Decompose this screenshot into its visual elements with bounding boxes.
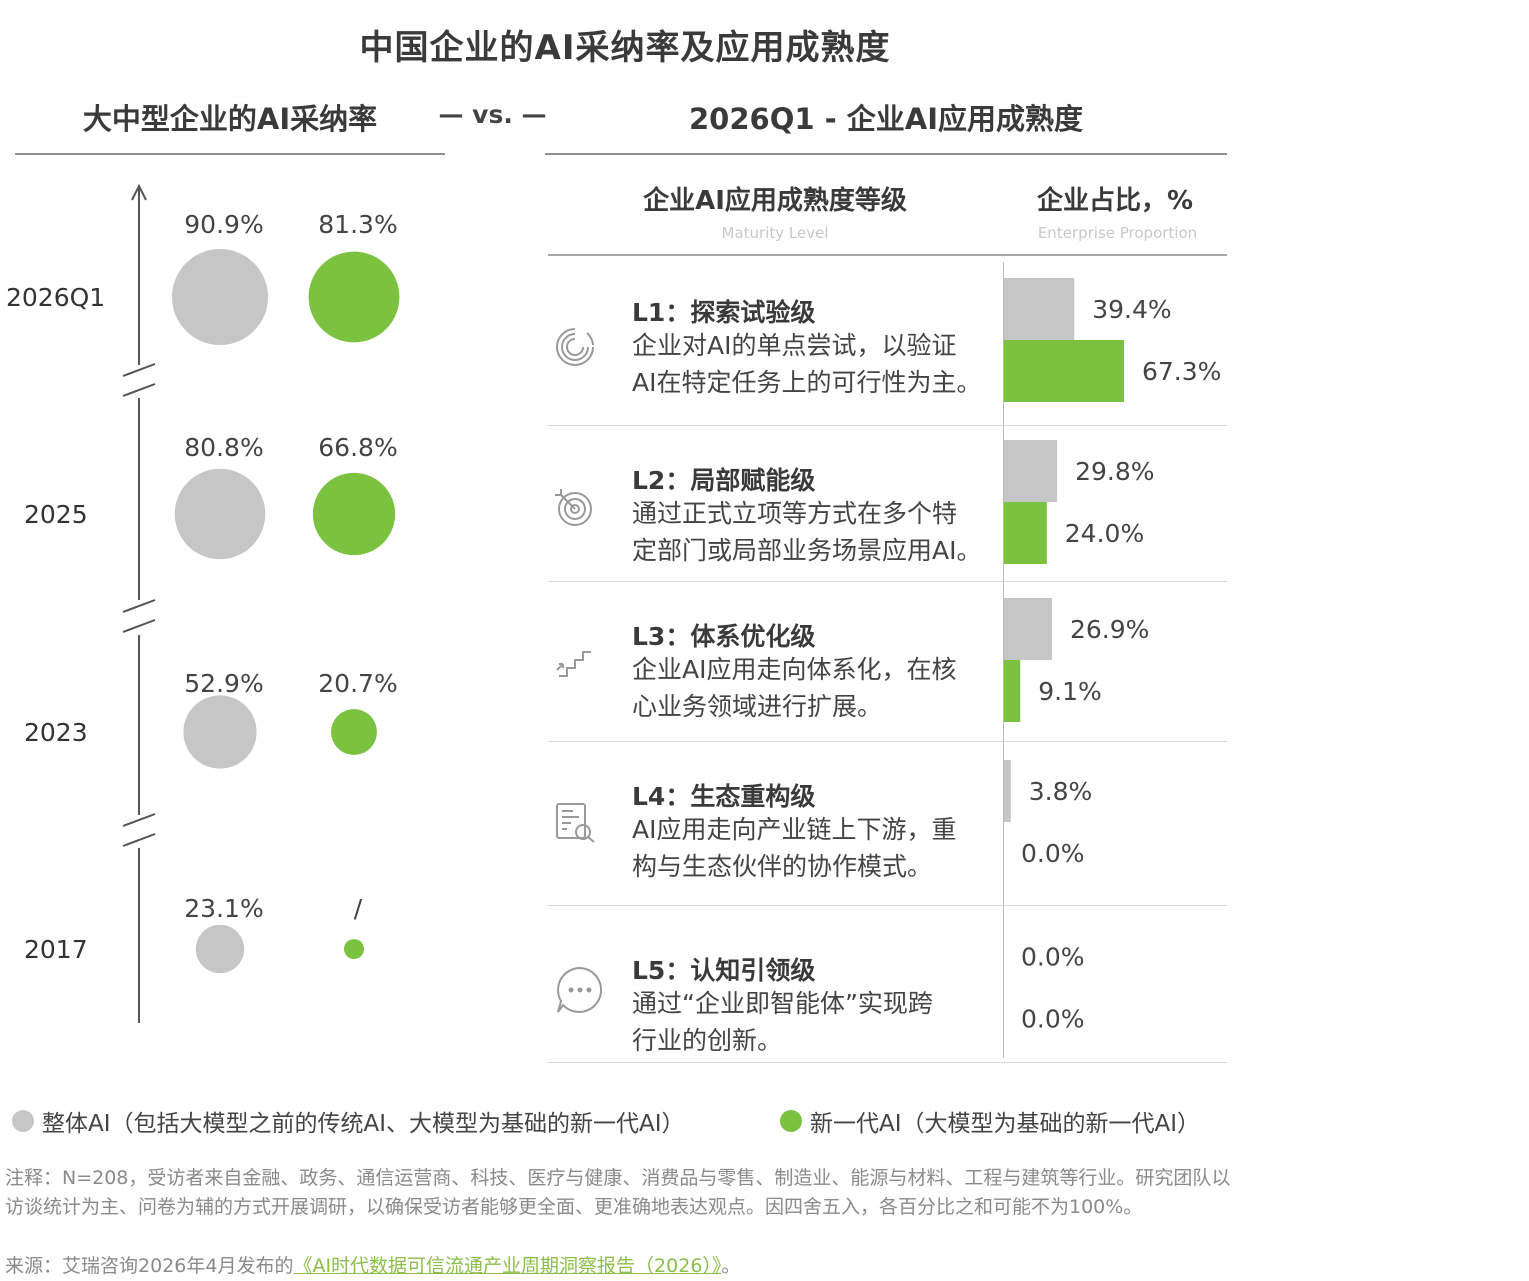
legend-gray-label: 整体AI（包括大模型之前的传统AI、大模型为基础的新一代AI） bbox=[42, 1111, 685, 1137]
main-title: 中国企业的AI采纳率及应用成熟度 bbox=[359, 28, 891, 68]
footnote: 注释：N=208，受访者来自金融、政务、通信运营商、科技、医疗与健康、消费品与零… bbox=[5, 1167, 1231, 1218]
report-search-icon bbox=[553, 800, 597, 848]
maturity-level-title: L5：认知引领级 bbox=[632, 956, 816, 985]
right-title-underline bbox=[545, 153, 1227, 155]
timeline-arrow bbox=[131, 183, 147, 201]
maturity-level-description: 通过“企业即智能体”实现跨 bbox=[632, 989, 933, 1018]
legend-item-green: 新一代AI（大模型为基础的新一代AI） bbox=[780, 1104, 1200, 1138]
bubble-value-label: 52.9% bbox=[184, 669, 263, 698]
spiral-icon bbox=[553, 325, 597, 373]
maturity-level-title: L3：体系优化级 bbox=[632, 622, 816, 651]
bubble-new-gen-ai bbox=[312, 472, 396, 556]
maturity-level-description: 定部门或局部业务场景应用AI。 bbox=[632, 536, 982, 565]
maturity-level-description: 通过正式立项等方式在多个特 bbox=[632, 499, 958, 528]
maturity-level-header: 企业AI应用成熟度等级 bbox=[643, 186, 907, 216]
bubble-value-label: 20.7% bbox=[318, 669, 397, 698]
bubble-overall-ai bbox=[183, 695, 257, 769]
legend-green-swatch bbox=[780, 1110, 802, 1132]
chat-dots-icon bbox=[555, 965, 605, 1019]
maturity-level-description: AI在特定任务上的可行性为主。 bbox=[632, 368, 982, 397]
bubble-value-label: / bbox=[354, 894, 363, 923]
maturity-level-description: AI应用走向产业链上下游，重 bbox=[632, 815, 957, 844]
bubble-new-gen-ai bbox=[344, 939, 364, 959]
bubble-value-label: 90.9% bbox=[184, 210, 263, 239]
table-row-divider bbox=[548, 425, 1227, 426]
year-label: 2025 bbox=[24, 500, 88, 529]
year-label: 2023 bbox=[24, 718, 88, 747]
vs-separator: — vs. — bbox=[438, 100, 547, 129]
maturity-level-description: 企业对AI的单点尝试，以验证 bbox=[632, 331, 957, 360]
stairs-icon bbox=[553, 640, 597, 688]
legend-green-label: 新一代AI（大模型为基础的新一代AI） bbox=[810, 1111, 1201, 1137]
bubble-new-gen-ai bbox=[308, 251, 400, 343]
maturity-level-subheader: Maturity Level bbox=[721, 224, 829, 242]
maturity-level-title: L4：生态重构级 bbox=[632, 782, 816, 811]
axis-break-mark bbox=[122, 619, 156, 633]
bubble-overall-ai bbox=[174, 468, 266, 560]
axis-break-mark bbox=[122, 383, 156, 397]
axis-break-mark bbox=[122, 363, 156, 377]
axis-break-mark bbox=[122, 833, 156, 847]
bubble-value-label: 23.1% bbox=[184, 894, 263, 923]
source-report-link[interactable]: 《AI时代数据可信流通产业周期洞察报告（2026）》 bbox=[293, 1255, 722, 1277]
year-label: 2017 bbox=[24, 935, 88, 964]
maturity-level-title: L1：探索试验级 bbox=[632, 298, 816, 327]
adoption-bubble-chart: 2026Q1 90.9% 81.3% 2025 80.8% 66.8% 2023 52.9% 2… bbox=[6, 183, 400, 1023]
proportion-header: 企业占比，% bbox=[1036, 186, 1194, 216]
maturity-level-description: 企业AI应用走向体系化，在核 bbox=[632, 655, 957, 684]
source-prefix: 来源：艾瑞咨询2026年4月发布的 bbox=[5, 1255, 294, 1277]
axis-break-mark bbox=[122, 599, 156, 613]
legend-item-gray: 整体AI（包括大模型之前的传统AI、大模型为基础的新一代AI） bbox=[12, 1104, 685, 1138]
maturity-level-description: 构与生态伙伴的协作模式。 bbox=[632, 852, 933, 881]
table-header-divider bbox=[548, 254, 1227, 256]
bubble-group: 2026Q1 90.9% 81.3% 2025 80.8% 66.8% 2023 52.9% 2… bbox=[6, 210, 400, 974]
table-row-divider bbox=[548, 1062, 1227, 1063]
table-row-divider bbox=[548, 581, 1227, 582]
left-title-underline bbox=[15, 153, 445, 155]
maturity-level-title: L2：局部赋能级 bbox=[632, 466, 816, 495]
table-column-divider bbox=[1003, 262, 1004, 1058]
bubble-overall-ai bbox=[195, 924, 245, 974]
bubble-value-label: 80.8% bbox=[184, 433, 263, 462]
timeline-axis bbox=[122, 183, 156, 1023]
table-row-divider bbox=[548, 905, 1227, 906]
source-suffix: 。 bbox=[721, 1255, 741, 1277]
axis-break-mark bbox=[122, 813, 156, 827]
maturity-table: L1：探索试验级企业对AI的单点尝试，以验证 AI在特定任务上的可行性为主。 L2：… bbox=[548, 254, 1227, 1063]
source-line: 来源：艾瑞咨询2026年4月发布的《AI时代数据可信流通产业周期洞察报告（202… bbox=[5, 1252, 1245, 1281]
right-section-title: 2026Q1 - 企业AI应用成熟度 bbox=[688, 102, 1083, 136]
bubble-value-label: 66.8% bbox=[318, 433, 397, 462]
table-row-divider bbox=[548, 741, 1227, 742]
year-label: 2026Q1 bbox=[6, 283, 105, 312]
maturity-level-description: 心业务领域进行扩展。 bbox=[632, 692, 883, 721]
bubble-new-gen-ai bbox=[331, 709, 377, 755]
bubble-value-label: 81.3% bbox=[318, 210, 397, 239]
bubble-overall-ai bbox=[172, 249, 268, 345]
maturity-level-description: 行业的创新。 bbox=[632, 1026, 783, 1055]
legend-gray-swatch bbox=[12, 1110, 34, 1132]
proportion-subheader: Enterprise Proportion bbox=[1037, 224, 1198, 242]
left-section-title: 大中型企业的AI采纳率 bbox=[82, 102, 378, 136]
target-icon bbox=[553, 485, 597, 533]
